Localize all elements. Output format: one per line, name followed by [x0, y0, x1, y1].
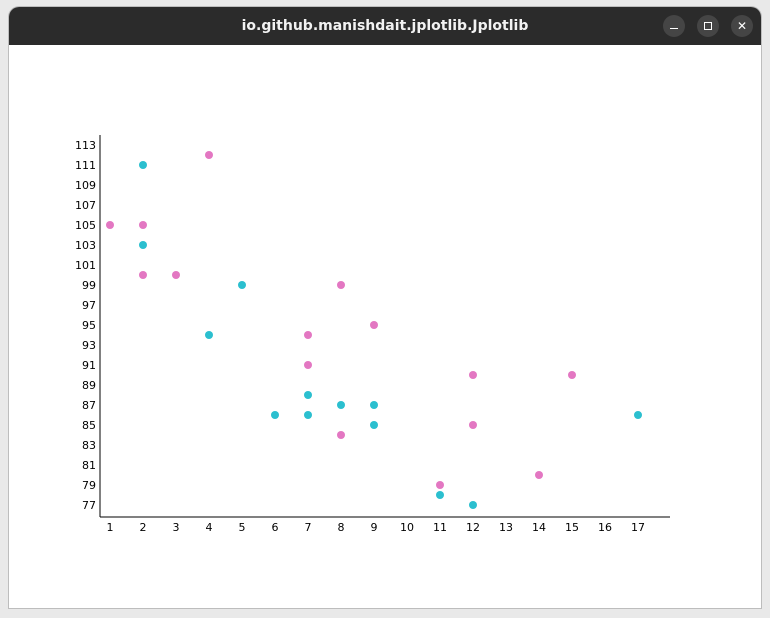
scatter-point: [436, 481, 444, 489]
y-tick-label: 85: [82, 419, 96, 432]
close-icon: ✕: [736, 19, 748, 33]
scatter-point: [238, 281, 246, 289]
y-tick-label: 83: [82, 439, 96, 452]
close-button[interactable]: ✕: [731, 15, 753, 37]
x-tick-label: 11: [433, 521, 447, 534]
maximize-button[interactable]: [697, 15, 719, 37]
x-tick-label: 6: [272, 521, 279, 534]
x-tick-label: 16: [598, 521, 612, 534]
scatter-point: [469, 371, 477, 379]
scatter-point: [469, 501, 477, 509]
y-tick-label: 111: [75, 159, 96, 172]
scatter-point: [139, 161, 147, 169]
x-tick-label: 3: [173, 521, 180, 534]
x-tick-label: 1: [107, 521, 114, 534]
x-axis-ticks: 1 2 3 4 5 6 7 8 9 10 11 12 13 14 15 16 17: [107, 521, 646, 534]
minimize-icon: [670, 28, 678, 29]
scatter-point: [436, 491, 444, 499]
y-tick-label: 79: [82, 479, 96, 492]
y-tick-label: 81: [82, 459, 96, 472]
scatter-point: [469, 421, 477, 429]
scatter-point: [304, 361, 312, 369]
x-tick-label: 7: [305, 521, 312, 534]
window-title: io.github.manishdait.jplotlib.Jplotlib: [241, 18, 529, 34]
scatter-point: [337, 401, 345, 409]
scatter-points: [106, 151, 642, 509]
y-tick-label: 99: [82, 279, 96, 292]
y-tick-label: 89: [82, 379, 96, 392]
x-tick-label: 9: [371, 521, 378, 534]
y-tick-label: 87: [82, 399, 96, 412]
minimize-button[interactable]: [663, 15, 685, 37]
y-tick-label: 109: [75, 179, 96, 192]
x-tick-label: 10: [400, 521, 414, 534]
scatter-point: [568, 371, 576, 379]
y-tick-label: 93: [82, 339, 96, 352]
x-tick-label: 17: [631, 521, 645, 534]
x-tick-label: 2: [140, 521, 147, 534]
x-tick-label: 15: [565, 521, 579, 534]
x-tick-label: 13: [499, 521, 513, 534]
y-tick-label: 95: [82, 319, 96, 332]
scatter-point: [172, 271, 180, 279]
scatter-point: [304, 331, 312, 339]
y-tick-label: 105: [75, 219, 96, 232]
title-bar[interactable]: io.github.manishdait.jplotlib.Jplotlib ✕: [9, 7, 761, 45]
scatter-point: [370, 401, 378, 409]
scatter-point: [304, 411, 312, 419]
y-tick-label: 103: [75, 239, 96, 252]
scatter-point: [139, 241, 147, 249]
scatter-point: [139, 271, 147, 279]
app-window: io.github.manishdait.jplotlib.Jplotlib ✕…: [9, 7, 761, 608]
scatter-point: [304, 391, 312, 399]
scatter-point: [337, 281, 345, 289]
scatter-point: [634, 411, 642, 419]
scatter-point: [271, 411, 279, 419]
y-tick-label: 77: [82, 499, 96, 512]
x-tick-label: 12: [466, 521, 480, 534]
scatter-point: [205, 331, 213, 339]
y-tick-label: 97: [82, 299, 96, 312]
y-tick-label: 107: [75, 199, 96, 212]
x-tick-label: 5: [239, 521, 246, 534]
x-tick-label: 14: [532, 521, 546, 534]
scatter-point: [370, 321, 378, 329]
maximize-icon: [704, 22, 712, 30]
x-tick-label: 8: [338, 521, 345, 534]
y-axis-ticks: 77 79 81 83 85 87 89 91 93 95 97 99 101 103 105 107 109 1…: [75, 139, 96, 512]
scatter-point: [106, 221, 114, 229]
scatter-point: [535, 471, 543, 479]
y-tick-label: 113: [75, 139, 96, 152]
y-tick-label: 91: [82, 359, 96, 372]
scatter-point: [337, 431, 345, 439]
scatter-chart: 1 2 3 4 5 6 7 8 9 10 11 12 13 14 15 16 17 77798183858789…: [75, 135, 670, 534]
y-tick-label: 101: [75, 259, 96, 272]
scatter-point: [139, 221, 147, 229]
x-tick-label: 4: [206, 521, 213, 534]
scatter-point: [205, 151, 213, 159]
scatter-point: [370, 421, 378, 429]
